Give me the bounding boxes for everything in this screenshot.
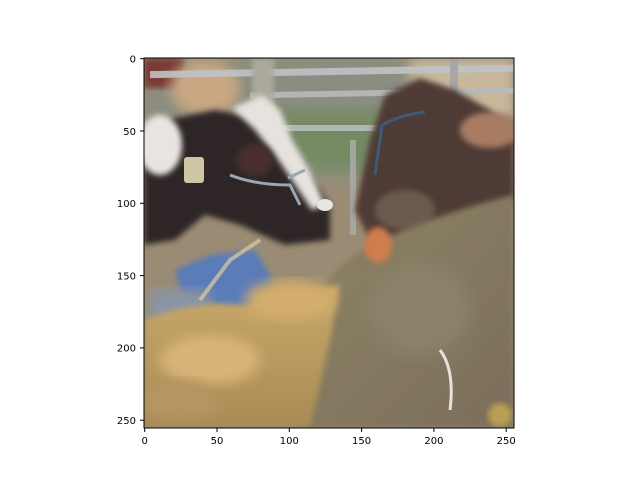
hay-foreground xyxy=(144,238,512,428)
y-tick-label: 50 xyxy=(123,127,136,138)
x-tick-label: 0 xyxy=(142,436,148,447)
image-plot xyxy=(144,58,514,428)
axes-frame xyxy=(143,57,515,429)
y-axis: 0 50 100 150 200 250 xyxy=(117,55,144,427)
x-tick-label: 250 xyxy=(497,436,516,447)
y-tick-label: 150 xyxy=(117,271,136,282)
y-tick-label: 0 xyxy=(130,55,136,66)
x-tick-label: 200 xyxy=(424,436,443,447)
x-tick-label: 100 xyxy=(280,436,299,447)
cow-left xyxy=(144,95,333,245)
x-tick-label: 50 xyxy=(211,436,224,447)
x-tick-label: 150 xyxy=(352,436,371,447)
x-axis: 0 50 100 150 200 250 xyxy=(142,428,516,447)
y-tick-label: 200 xyxy=(117,344,136,355)
y-tick-label: 250 xyxy=(117,416,136,427)
y-tick-label: 100 xyxy=(117,199,136,210)
